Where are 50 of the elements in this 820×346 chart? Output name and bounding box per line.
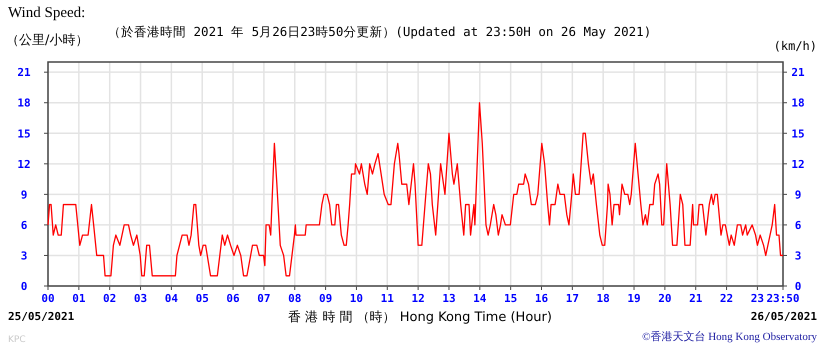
text: 26/05/2021 — [750, 310, 818, 323]
y2-tick-label: 3 — [794, 249, 802, 262]
x-tick-label: 15 — [504, 292, 518, 305]
x-tick-label: 12 — [411, 292, 425, 305]
x-axis-title: 香 港 時 間 （時） Hong Kong Time (Hour) — [288, 310, 552, 325]
y-axis-title: （公里/小時） — [6, 33, 88, 48]
x-tick-label: 10 — [350, 292, 364, 305]
chart-subtitle: （於香港時間 2021 年 5月26日23時50分更新）(Updated at 23:50H on 26 May 2021) — [108, 24, 652, 39]
x-tick-label: 13 — [442, 292, 456, 305]
x-tick-label: 17 — [566, 292, 579, 305]
y-tick-label: 9 — [20, 188, 28, 202]
x-tick-label: 02 — [103, 292, 116, 305]
y-tick-label: 18 — [17, 96, 31, 110]
x-tick-label: 23:50 — [766, 292, 800, 305]
x-tick-label: 04 — [164, 292, 178, 305]
x-tick-label: 11 — [380, 292, 394, 305]
y2-tick-label: 21 — [791, 66, 805, 80]
x-tick-label: 06 — [226, 292, 240, 305]
y-tick-label: 6 — [20, 218, 28, 232]
x-tick-label: 20 — [658, 292, 672, 305]
x-tick-label: 03 — [134, 292, 148, 305]
chart-title: Wind Speed: — [8, 5, 86, 21]
y-tick-label: 0 — [20, 280, 28, 293]
line-series — [47, 102, 784, 276]
x-tick-label: 16 — [534, 292, 548, 305]
y2-tick-label: 12 — [791, 158, 805, 171]
y2-tick-label: 0 — [794, 280, 802, 293]
x-tick-label: 01 — [72, 292, 86, 305]
x-tick-label: 23 — [750, 292, 764, 305]
y-tick-label: 3 — [20, 249, 28, 262]
x-tick-label: 14 — [473, 292, 487, 305]
y-tick-label: 12 — [17, 158, 31, 171]
y2-tick-label: 6 — [794, 218, 802, 232]
y2-tick-label: 15 — [791, 127, 805, 140]
x-tick-label: 00 — [41, 292, 55, 305]
text: 25/05/2021 — [8, 310, 75, 323]
x-tick-label: 07 — [257, 292, 271, 305]
x-tick-label: 18 — [596, 292, 610, 305]
y2-tick-label: 9 — [794, 188, 802, 202]
x-tick-label: 05 — [196, 292, 209, 305]
y2-tick-label: 18 — [791, 96, 805, 110]
text: ©香港天文台 Hong Kong Observatory — [642, 330, 818, 343]
y-tick-label: 21 — [17, 66, 31, 80]
x-tick-label: 19 — [627, 292, 641, 305]
y-tick-label: 15 — [17, 127, 31, 140]
y2-axis-title: (km/h) — [774, 39, 817, 53]
x-tick-label: 21 — [689, 292, 703, 305]
x-tick-label: 08 — [288, 292, 302, 305]
x-tick-label: 09 — [318, 292, 332, 305]
x-tick-label: 22 — [720, 292, 734, 305]
